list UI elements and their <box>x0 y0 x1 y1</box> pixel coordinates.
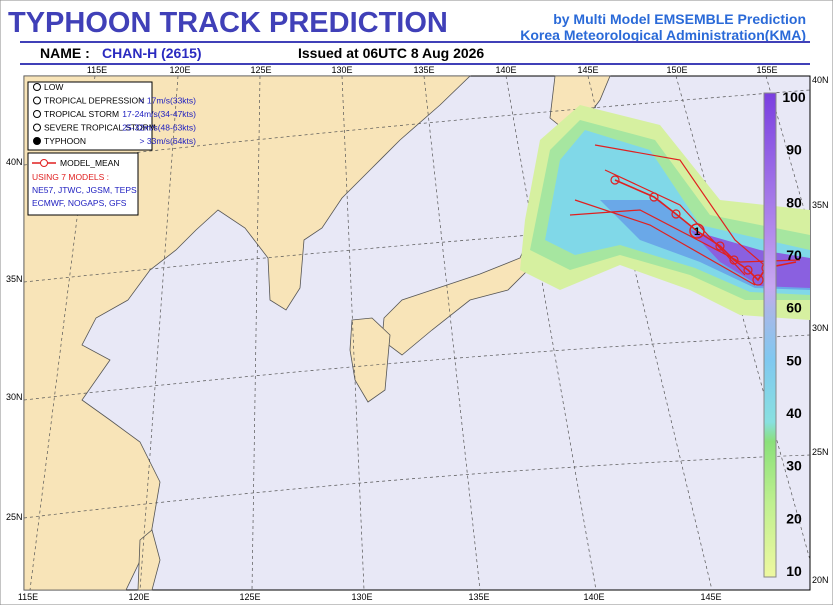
lon-label: 155E <box>756 65 777 75</box>
legend-label: TROPICAL DEPRESSION <box>44 96 144 106</box>
lat-label: 25N <box>812 447 829 457</box>
colorbar-label: 90 <box>786 142 802 158</box>
colorbar-label: 20 <box>786 510 802 526</box>
colorbar-label: 50 <box>786 352 802 368</box>
legend-box <box>27 81 153 151</box>
lat-label: 40N <box>6 157 23 167</box>
lon-label: 130E <box>331 65 352 75</box>
lat-label: 30N <box>6 392 23 402</box>
colorbar-label: 80 <box>786 194 802 210</box>
model-list: ECMWF, NOGAPS, GFS <box>32 198 127 208</box>
legend-symbol <box>33 96 41 105</box>
legend-label: TYPHOON <box>44 136 86 146</box>
lat-label: 25N <box>6 512 23 522</box>
lon-label: 135E <box>468 592 489 602</box>
lon-label: 120E <box>128 592 149 602</box>
lon-label: 115E <box>87 65 107 75</box>
legend-symbol <box>33 110 41 118</box>
colorbar <box>763 92 777 578</box>
legend-range: < 17m/s(33kts) <box>140 96 197 106</box>
source: Korea Meteorological Administration(KMA) <box>520 27 806 43</box>
source: by Multi Model EMSEMBLE Prediction <box>553 11 806 27</box>
colorbar-ramp <box>763 92 777 578</box>
legend-label: SEVERE TROPICAL STORM <box>44 123 156 133</box>
title: TYPHOON TRACK PREDICTION <box>8 7 448 39</box>
legend-symbol <box>33 137 41 145</box>
mean-marker <box>40 159 48 167</box>
lat-label: 20N <box>812 575 829 585</box>
legend-range: > 33m/s(64kts) <box>140 136 197 146</box>
lat-label: 35N <box>6 274 23 284</box>
lon-label: 115E <box>18 592 38 602</box>
lon-label: 125E <box>250 65 271 75</box>
tracks <box>569 144 801 286</box>
track-marker: 1 <box>694 226 700 238</box>
colorbar-label: 40 <box>786 405 802 421</box>
model-count: USING 7 MODELS : <box>32 172 109 182</box>
colorbar-label: 70 <box>786 247 802 263</box>
legend-symbol <box>33 83 41 91</box>
name-value: CHAN-H (2615) <box>102 45 202 61</box>
lon-label: 140E <box>495 65 516 75</box>
lat-label: 30N <box>812 323 829 333</box>
legend-label: LOW <box>44 82 63 92</box>
name-label: NAME : <box>40 45 90 61</box>
lon-label: 140E <box>583 592 604 602</box>
lon-label: 145E <box>577 65 598 75</box>
mean-label: MODEL_MEAN <box>60 158 120 168</box>
legend-range: 25-32m/s(48-63kts) <box>122 123 196 133</box>
issued: Issued at 06UTC 8 Aug 2026 <box>298 45 484 61</box>
lon-label: 135E <box>413 65 434 75</box>
colorbar-label: 30 <box>786 458 802 474</box>
legend: MODEL_MEAN USING 7 MODELS : NE57, JTWC, … <box>27 81 197 216</box>
colorbar-label: 100 <box>782 89 806 105</box>
model-list: NE57, JTWC, JGSM, TEPS <box>32 185 137 195</box>
lon-label: 145E <box>700 592 721 602</box>
legend-label: TROPICAL STORM <box>44 109 119 119</box>
axis-labels: 115E 120E 125E 130E 135E 140E 145E 150E 155E 115E… <box>6 65 829 602</box>
lon-label: 130E <box>351 592 372 602</box>
lon-label: 120E <box>169 65 190 75</box>
legend-symbol <box>33 123 41 132</box>
lat-label: 40N <box>812 75 829 85</box>
colorbar-label: 60 <box>786 300 802 316</box>
map: 1 <box>23 75 811 591</box>
colorbar-label: 10 <box>786 563 802 579</box>
lon-label: 150E <box>666 65 687 75</box>
lon-label: 125E <box>239 592 260 602</box>
lat-label: 35N <box>812 200 829 210</box>
legend-range: 17-24m/s(34-47kts) <box>122 109 196 119</box>
